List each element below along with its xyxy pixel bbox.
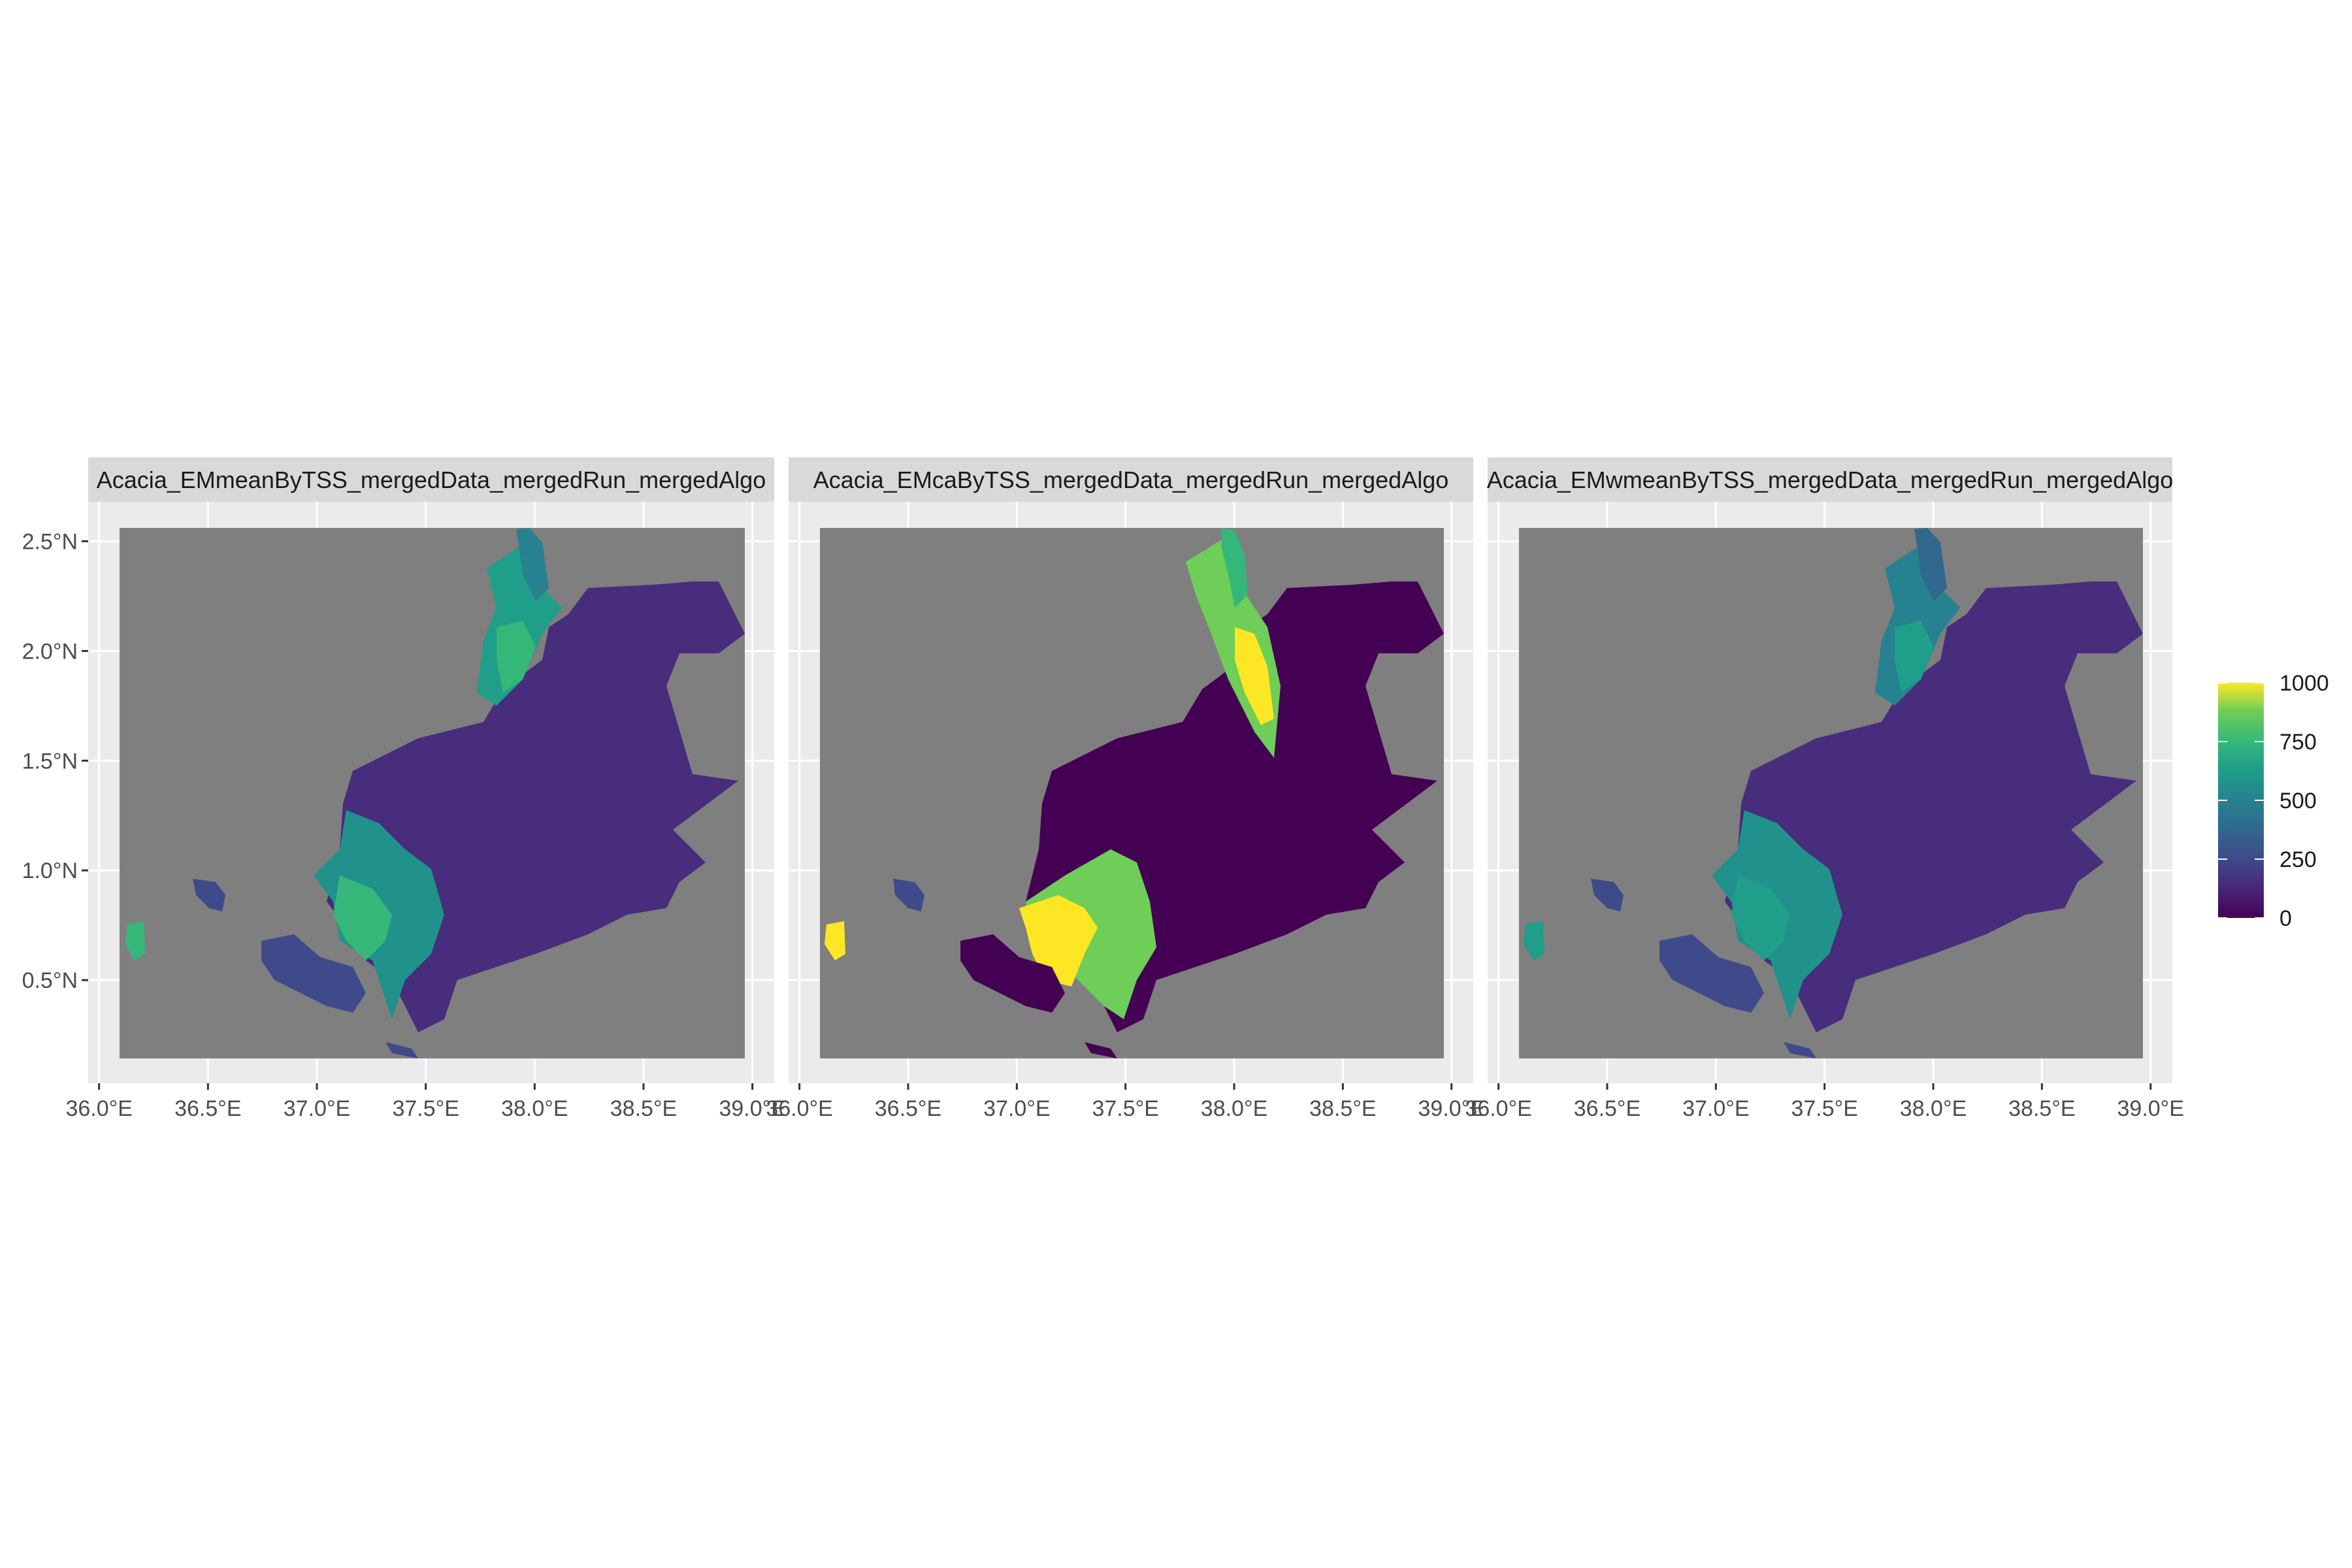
strip-label-ca: Acacia_EMcaByTSS_mergedData_mergedRun_me… [813, 466, 1449, 493]
raster-mean [125, 528, 745, 1058]
x-tick-label: 37.5°E [1092, 1096, 1158, 1121]
suitability-north-core-wmean [1895, 621, 1934, 693]
x-tick-label: 38.0°E [501, 1096, 568, 1121]
x-tick-label: 38.5°E [1309, 1096, 1376, 1121]
x-tick-label: 36.0°E [1465, 1096, 1531, 1121]
raster-ca [825, 528, 1444, 1058]
x-tick-label: 38.0°E [1900, 1096, 1967, 1121]
x-tick-label: 37.0°E [1682, 1096, 1749, 1121]
x-tick-label: 38.0°E [1201, 1096, 1267, 1121]
x-tick-label: 38.5°E [2008, 1096, 2075, 1121]
strip-label-mean: Acacia_EMmeanByTSS_mergedData_mergedRun_… [97, 466, 766, 493]
x-axis-wmean: 36.0°E 36.5°E 37.0°E 37.5°E 38.0°E 38.5°E 39.0… [1465, 1083, 2184, 1121]
x-tick-label: 39.0°E [2117, 1096, 2184, 1121]
x-tick-label: 36.5°E [875, 1096, 941, 1121]
x-tick-label: 37.0°E [983, 1096, 1050, 1121]
legend-label: 750 [2279, 730, 2317, 755]
raster-wmean [1524, 528, 2143, 1058]
x-tick-label: 36.5°E [174, 1096, 241, 1121]
suitability-hotspot-west-wmean [1731, 875, 1790, 960]
y-axis: 2.5°N 2.0°N 1.5°N 1.0°N 0.5°N [22, 529, 88, 993]
isolated-patch-1-wmean [1591, 879, 1624, 911]
south-strip-mean [385, 1042, 418, 1058]
strip-label-wmean: Acacia_EMwmeanByTSS_mergedData_mergedRun… [1487, 466, 2174, 493]
strip-wmean [1488, 457, 2172, 502]
north-peak-ca [1235, 627, 1274, 725]
isolated-patch-2-ca [825, 921, 845, 960]
x-tick-label: 38.5°E [610, 1096, 677, 1121]
y-tick-label: 2.0°N [22, 639, 78, 664]
northern-arm-ca [1222, 528, 1248, 608]
facet-panel-mean: Acacia_EMmeanByTSS_mergedData_mergedRun_… [65, 457, 786, 1121]
southern-patch-ca [960, 934, 1065, 1013]
south-strip-wmean [1784, 1042, 1816, 1058]
x-axis-ca: 36.0°E 36.5°E 37.0°E 37.5°E 38.0°E 38.5°E 39.0… [766, 1083, 1485, 1121]
x-axis-mean: 36.0°E 36.5°E 37.0°E 37.5°E 38.0°E 38.5°E 39.0… [65, 1083, 786, 1121]
y-tick-label: 0.5°N [22, 968, 78, 993]
legend-label: 250 [2279, 847, 2317, 872]
legend-ticks: 1000 750 500 250 0 [2218, 671, 2329, 931]
suitability-hotspot-west-mean [333, 875, 392, 960]
x-tick-label: 37.5°E [392, 1096, 459, 1121]
x-tick-label: 36.0°E [65, 1096, 132, 1121]
strip-ca [789, 457, 1473, 502]
northern-arm-wmean [1914, 528, 1947, 601]
isolated-patch-1-ca [893, 879, 924, 911]
isolated-patch-1-mean [193, 879, 225, 911]
x-tick-label: 39.0°E [719, 1096, 785, 1121]
y-tick-label: 1.5°N [22, 749, 78, 774]
legend: 1000 750 500 250 0 [2218, 671, 2329, 931]
y-tick-label: 1.0°N [22, 858, 78, 883]
x-tick-label: 36.0°E [766, 1096, 832, 1121]
northern-arm-mean [516, 528, 549, 601]
legend-label: 1000 [2279, 671, 2329, 696]
x-tick-label: 36.5°E [1574, 1096, 1641, 1121]
x-tick-label: 37.0°E [284, 1096, 350, 1121]
isolated-patch-2-mean [125, 921, 145, 960]
southern-patch-wmean [1659, 934, 1764, 1013]
facet-panel-ca: Acacia_EMcaByTSS_mergedData_mergedRun_me… [766, 457, 1485, 1121]
y-tick-label: 2.5°N [22, 529, 78, 554]
south-strip-ca [1085, 1042, 1117, 1058]
strip-mean [88, 457, 774, 502]
x-tick-label: 39.0°E [1418, 1096, 1485, 1121]
legend-label: 500 [2279, 789, 2317, 813]
facet-panel-wmean: Acacia_EMwmeanByTSS_mergedData_mergedRun… [1465, 457, 2184, 1121]
legend-label: 0 [2279, 906, 2292, 931]
southern-patch-mean [261, 934, 366, 1013]
x-tick-label: 37.5°E [1791, 1096, 1857, 1121]
isolated-patch-2-wmean [1524, 921, 1544, 960]
suitability-north-core-mean [497, 621, 536, 693]
